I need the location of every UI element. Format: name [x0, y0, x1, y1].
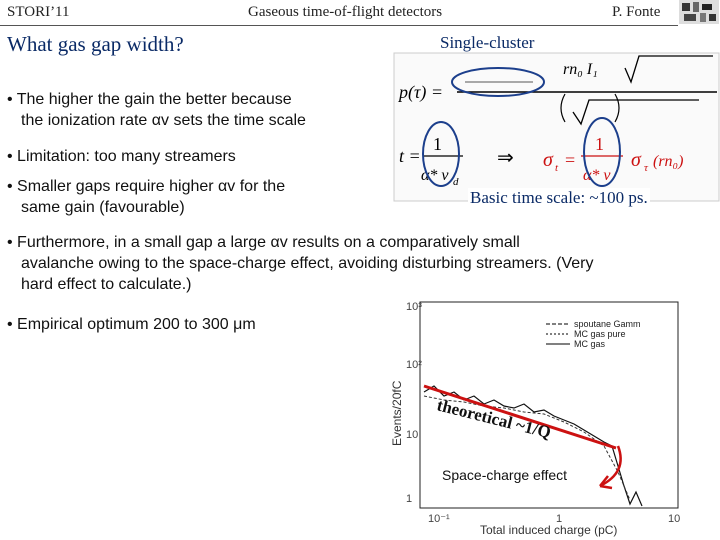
formula-sub-t: t	[555, 162, 559, 174]
formula-rn0: (rn₀)	[653, 153, 683, 170]
plot-xtick-0p1: 10⁻¹	[428, 513, 450, 525]
header-right: P. Fonte	[612, 4, 661, 20]
bullet-gain-line1: • The higher the gain the better because	[7, 91, 292, 108]
bullet-furthermore-line3: hard effect to calculate.)	[21, 276, 192, 293]
space-charge-label: Space-charge effect	[442, 467, 567, 483]
header-left: STORI’11	[7, 4, 70, 20]
plot-ytick-1000: 10³	[406, 301, 422, 313]
slide-title: What gas gap width?	[7, 32, 184, 56]
plot-frame	[419, 301, 679, 509]
plot-ytick-10: 10	[406, 429, 418, 441]
formula-denominator-sqrt	[572, 99, 699, 126]
bullet-furthermore-line1: • Furthermore, in a small gap a large αv…	[7, 234, 520, 251]
bullet-smaller-gaps-line1: • Smaller gaps require higher αv for the	[7, 178, 286, 195]
institution-logo	[679, 0, 719, 24]
formula-numerator: rn₀ I₁	[563, 61, 598, 78]
formula-sub-d-a: d	[453, 176, 459, 188]
bullet-streamers-line1: • Limitation: too many streamers	[7, 148, 236, 165]
formula-alpha-ellipse-right	[583, 117, 621, 187]
bullet-smaller-gaps-line2: same gain (favourable)	[21, 199, 185, 216]
svg-text:=: =	[565, 150, 575, 170]
charge-spectrum-plot: Events/20fC 10³ 10² 10 1 10⁻¹ 1 10 Total…	[384, 296, 720, 540]
formula-implies-arrow: ⇒	[497, 145, 514, 169]
formula-t-eq: t =	[399, 146, 421, 166]
svg-text:τ: τ	[644, 162, 649, 174]
formula-numerator-sqrt	[624, 55, 713, 84]
theoretical-trend-line	[423, 384, 617, 450]
plot-ytick-1: 1	[406, 493, 412, 505]
header-rule	[0, 25, 678, 26]
formula-alpha-v-b: α* v	[583, 167, 611, 184]
bullet-furthermore: • Furthermore, in a small gap a large αv…	[7, 232, 593, 295]
time-scale-caption: Basic time scale: ~100 ps.	[468, 188, 650, 208]
bullet-optimum: • Empirical optimum 200 to 300 μm	[7, 314, 256, 335]
bullet-optimum-line1: • Empirical optimum 200 to 300 μm	[7, 316, 256, 333]
plot-histogram-mc	[423, 395, 631, 501]
bullet-gain-line2: the ionization rate αv sets the time sca…	[21, 112, 306, 129]
formula-sigma-tau: σ	[631, 149, 642, 171]
header-center: Gaseous time-of-flight detectors	[248, 4, 443, 20]
formula-image: p(τ) = rn₀ I₁ t = 1 α* v d ⇒ σ t = 1 α* …	[393, 52, 720, 202]
bullet-gain: • The higher the gain the better because…	[7, 89, 306, 131]
space-charge-arrow	[599, 445, 622, 488]
single-cluster-label: Single-cluster	[440, 33, 535, 52]
plot-xtick-10: 10	[668, 513, 680, 525]
formula-exp-ellipse	[451, 67, 545, 97]
formula-one-a: 1	[433, 134, 442, 154]
plot-xlabel: Total induced charge (pC)	[480, 523, 617, 537]
legend-entry-1: spoutane Gamm	[574, 319, 641, 329]
formula-alpha-v-a: α* v	[421, 167, 449, 184]
legend-entry-2: MC gas pure	[574, 329, 626, 339]
slide-header: STORI’11 Gaseous time-of-flight detector…	[0, 0, 720, 26]
formula-sigma-t: σ	[543, 149, 554, 171]
plot-ytick-100: 10²	[406, 359, 422, 371]
formula-denominator-bracket	[560, 93, 620, 123]
formula-alpha-ellipse-left	[422, 121, 460, 187]
legend-entry-3: MC gas	[574, 339, 606, 349]
plot-legend: spoutane Gamm MC gas pure MC gas	[546, 319, 641, 349]
plot-ylabel: Events/20fC	[390, 380, 404, 446]
bullet-smaller-gaps: • Smaller gaps require higher αv for the…	[7, 176, 285, 218]
bullet-streamers: • Limitation: too many streamers	[7, 146, 236, 167]
plot-xtick-1: 1	[556, 513, 562, 525]
formula-p-tau: p(τ) =	[397, 82, 443, 103]
bullet-furthermore-line2: avalanche owing to the space-charge effe…	[21, 255, 594, 272]
formula-one-b: 1	[595, 134, 604, 154]
